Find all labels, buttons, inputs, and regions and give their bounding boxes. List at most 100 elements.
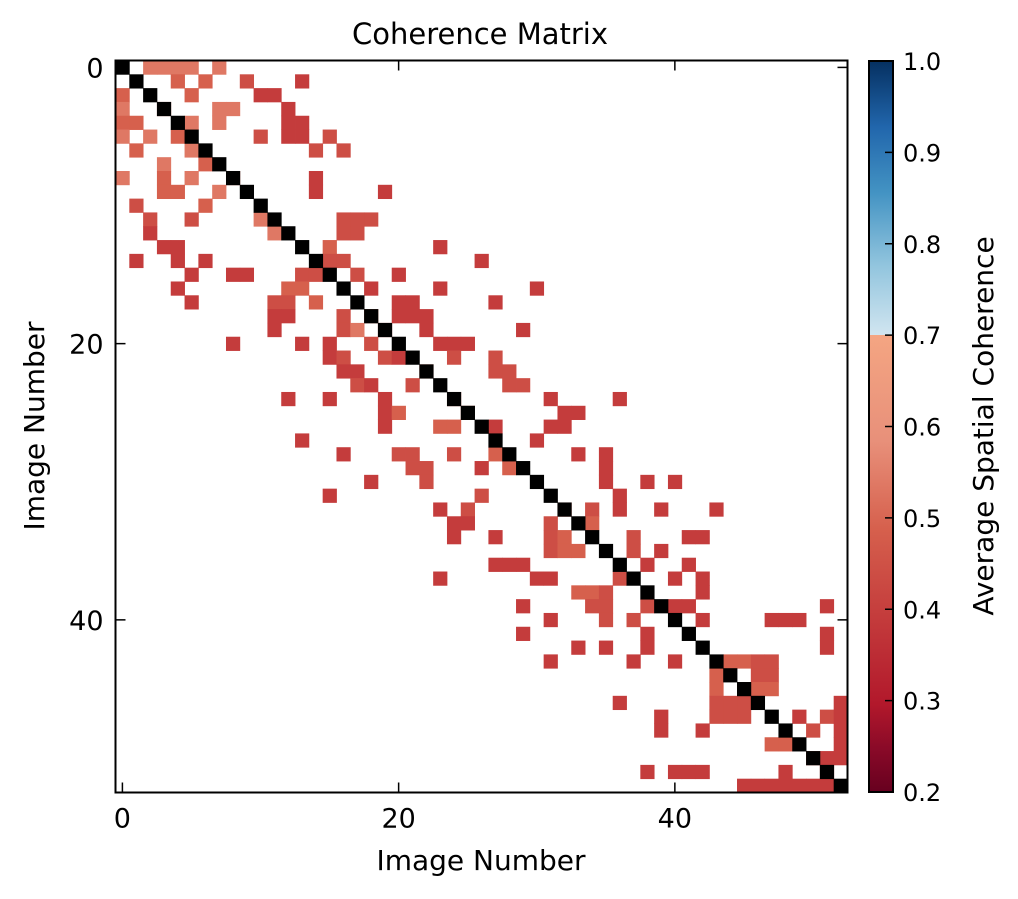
- diagonal-cell: [737, 682, 752, 697]
- heatmap-cell: [819, 709, 835, 724]
- heatmap-cell: [667, 474, 683, 490]
- diagonal-cell: [281, 226, 296, 241]
- colorbar-tick-label: 0.8: [903, 231, 941, 259]
- heatmap-cell: [709, 682, 724, 697]
- heatmap-cell: [640, 626, 655, 641]
- heatmap-cell: [419, 322, 434, 338]
- heatmap-cell: [640, 474, 655, 490]
- heatmap-cell: [460, 502, 475, 517]
- heatmap-cell: [350, 212, 365, 227]
- heatmap-cell: [156, 170, 172, 186]
- heatmap-cell: [184, 60, 199, 75]
- heatmap-cell: [184, 267, 199, 282]
- heatmap-cell: [723, 695, 738, 711]
- heatmap-cell: [322, 253, 337, 269]
- heatmap-cell: [833, 737, 848, 752]
- heatmap-cell: [819, 751, 835, 766]
- heatmap-cell: [667, 654, 683, 669]
- heatmap-cell: [778, 612, 793, 628]
- heatmap-cell: [212, 115, 227, 130]
- heatmap-cell: [156, 240, 172, 255]
- diagonal-cell: [377, 322, 393, 338]
- diagonal-cell: [543, 488, 558, 503]
- diagonal-cell: [336, 281, 351, 296]
- heatmap-cell: [764, 682, 779, 697]
- heatmap-cell: [336, 309, 351, 324]
- heatmap-cell: [709, 709, 724, 724]
- heatmap-cell: [115, 88, 130, 103]
- colorbar-label: Average Spatial Coherence: [967, 236, 1000, 615]
- heatmap-cell: [184, 212, 199, 227]
- heatmap-cell: [667, 571, 683, 586]
- heatmap-cell: [405, 461, 420, 476]
- heatmap-cell: [143, 212, 158, 227]
- heatmap-cell: [322, 488, 337, 503]
- diagonal-cell: [460, 405, 475, 420]
- heatmap-cell: [598, 585, 614, 600]
- heatmap-cell: [170, 184, 185, 200]
- diagonal-cell: [557, 502, 572, 517]
- heatmap-cell: [709, 502, 724, 517]
- y-tick-label: 20: [69, 330, 103, 361]
- heatmap-cell: [308, 184, 324, 200]
- heatmap-cell: [336, 322, 351, 338]
- heatmap-cell: [433, 571, 448, 586]
- heatmap-cell: [433, 336, 448, 351]
- heatmap-cell: [446, 350, 462, 365]
- heatmap-cell: [529, 571, 545, 586]
- heatmap-cell: [364, 378, 379, 393]
- heatmap-cell: [419, 461, 434, 476]
- diagonal-cell: [778, 723, 793, 738]
- heatmap-cell: [516, 378, 531, 393]
- heatmap-cell: [474, 253, 489, 269]
- heatmap-cell: [681, 530, 696, 545]
- diagonal-cell: [516, 461, 531, 476]
- heatmap-cell: [792, 612, 807, 628]
- heatmap-cells: [115, 60, 848, 793]
- heatmap-cell: [267, 88, 282, 103]
- axis-ticks: 0 0 20 20 40 40: [69, 53, 848, 835]
- heatmap-cell: [750, 778, 766, 793]
- heatmap-cell: [391, 405, 406, 420]
- heatmap-cell: [764, 778, 779, 793]
- heatmap-cell: [571, 447, 586, 462]
- heatmap-cell: [336, 350, 351, 365]
- heatmap-cell: [612, 571, 627, 586]
- heatmap-cell: [336, 447, 351, 462]
- y-tick-label: 0: [86, 53, 103, 84]
- heatmap-cell: [833, 695, 848, 711]
- diagonal-cell: [681, 626, 696, 641]
- heatmap-cell: [115, 170, 130, 186]
- heatmap-cell: [764, 654, 779, 669]
- heatmap-cell: [709, 668, 724, 683]
- heatmap-cell: [350, 364, 365, 379]
- heatmap-cell: [170, 129, 185, 144]
- diagonal-cell: [239, 184, 255, 200]
- heatmap-cell: [267, 322, 282, 338]
- diagonal-cell: [612, 557, 627, 572]
- heatmap-cell: [281, 295, 296, 310]
- heatmap-cell: [502, 364, 517, 379]
- colorbar-tick-label: 0.9: [903, 139, 941, 167]
- heatmap-cell: [281, 115, 296, 130]
- heatmap-cell: [750, 682, 766, 697]
- heatmap-cell: [115, 115, 130, 130]
- heatmap-cell: [225, 336, 241, 351]
- heatmap-cell: [819, 599, 835, 614]
- heatmap-cell: [364, 474, 379, 490]
- diagonal-cell: [529, 474, 545, 490]
- heatmap-cell: [488, 530, 503, 545]
- diagonal-cell: [198, 143, 213, 158]
- diagonal-cell: [488, 433, 503, 448]
- heatmap-cell: [557, 543, 572, 559]
- diagonal-cell: [750, 695, 766, 711]
- diagonal-cell: [350, 295, 365, 310]
- heatmap-cell: [681, 599, 696, 614]
- diagonal-cell: [295, 240, 310, 255]
- heatmap-cell: [598, 599, 614, 614]
- heatmap-cell: [543, 516, 558, 531]
- y-axis-label: Image Number: [18, 321, 51, 531]
- heatmap-cell: [529, 281, 545, 296]
- heatmap-cell: [778, 778, 793, 793]
- diagonal-cell: [253, 198, 268, 213]
